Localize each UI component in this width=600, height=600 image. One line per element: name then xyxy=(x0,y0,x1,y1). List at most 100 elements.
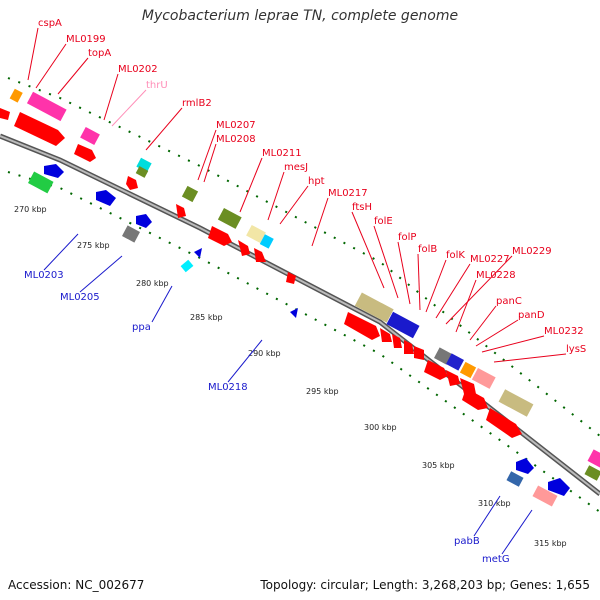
gene-block xyxy=(354,292,394,323)
label-leader-line xyxy=(203,143,217,183)
gene-label: topA xyxy=(88,48,111,59)
label-leader-line xyxy=(397,241,411,305)
gene-arrow xyxy=(424,360,448,380)
gene-arrow xyxy=(194,248,202,258)
gene-label: mesJ xyxy=(284,162,308,173)
gene-arrow xyxy=(462,388,488,410)
gene-label: ML0228 xyxy=(476,270,516,281)
tick-label: 315 kbp xyxy=(534,539,567,548)
reverse-gene-arrows xyxy=(28,164,570,507)
gene-block xyxy=(584,465,600,481)
label-leader-line xyxy=(197,129,217,181)
gene-label: ppa xyxy=(132,322,151,333)
label-leader-line xyxy=(145,107,183,151)
tick-label: 275 kbp xyxy=(77,241,110,250)
gene-arrow xyxy=(136,214,152,228)
gene-arrow xyxy=(414,346,424,360)
gene-arrow xyxy=(392,334,402,348)
gene-arrow xyxy=(548,478,570,496)
label-leader-line xyxy=(425,259,447,313)
gene-arrow xyxy=(0,108,10,120)
gene-arrow xyxy=(404,340,414,354)
label-leader-line xyxy=(151,285,173,323)
tick-label: 300 kbp xyxy=(364,423,397,432)
label-leader-line xyxy=(27,27,39,81)
gene-arrow xyxy=(344,312,380,340)
gene-block xyxy=(181,185,199,203)
gene-arrow xyxy=(460,378,476,394)
gene-block xyxy=(532,485,558,507)
gene-block xyxy=(259,234,274,249)
gene-block xyxy=(471,368,496,389)
inner-dotted-track xyxy=(7,171,600,513)
gene-label: folP xyxy=(398,232,416,243)
map-title: Mycobacterium leprae TN, complete genome xyxy=(141,8,459,24)
gene-block xyxy=(446,353,464,371)
gene-block xyxy=(80,126,100,146)
gene-label: folE xyxy=(374,216,393,227)
gene-arrow xyxy=(96,190,116,206)
gene-label: ML0208 xyxy=(216,134,256,145)
label-leader-line xyxy=(475,319,519,347)
gene-arrow xyxy=(286,272,296,284)
gene-label: ML0232 xyxy=(544,326,584,337)
genome-backbone xyxy=(0,133,600,496)
label-leader-line xyxy=(279,185,309,225)
label-leader-line xyxy=(239,157,263,213)
gene-block xyxy=(246,224,266,244)
gene-label: ftsH xyxy=(352,202,372,213)
accession-label: Accession: NC_002677 xyxy=(8,578,145,592)
label-leader-line xyxy=(501,509,533,555)
label-leader-line xyxy=(493,353,567,363)
forward-gene-arrows xyxy=(0,108,522,438)
tick-label: 270 kbp xyxy=(14,205,47,214)
gene-block xyxy=(122,225,140,243)
gene-label: panC xyxy=(496,296,522,307)
gene-arrow xyxy=(516,458,534,474)
label-leader-line xyxy=(481,335,545,353)
label-leader-line xyxy=(103,73,119,121)
gene-arrow xyxy=(14,112,65,146)
label-leader-line xyxy=(111,89,147,127)
label-leader-line xyxy=(455,279,477,333)
gene-label: pabB xyxy=(454,536,480,547)
forward-gene-blocks xyxy=(9,88,600,481)
gene-label: ML0207 xyxy=(216,120,256,131)
gene-arrow xyxy=(176,204,186,218)
forward-gene-labels: cspA ML0199 topA ML0202 thrU rmlB2 ML0207 ML020… xyxy=(27,18,586,363)
gene-arrow xyxy=(380,328,392,342)
label-leader-line xyxy=(267,171,285,221)
position-ticks: 270 kbp 275 kbp 280 kbp 285 kbp 290 kbp 295 k… xyxy=(14,205,567,548)
gene-block xyxy=(459,361,477,379)
label-leader-line xyxy=(473,495,501,537)
tick-label: 305 kbp xyxy=(422,461,455,470)
gene-block xyxy=(9,88,23,103)
label-leader-line xyxy=(43,233,79,271)
gene-arrow xyxy=(126,176,138,190)
label-leader-line xyxy=(417,253,421,311)
gene-label: ML0218 xyxy=(208,382,248,393)
gene-arrow xyxy=(238,240,250,256)
gene-block xyxy=(498,389,534,417)
gene-arrow xyxy=(254,248,266,262)
gene-label: ML0227 xyxy=(470,254,510,265)
gene-label: panD xyxy=(518,310,545,321)
tick-label: 285 kbp xyxy=(190,313,223,322)
label-leader-line xyxy=(57,57,89,95)
gene-label: ML0203 xyxy=(24,270,64,281)
gene-label: ML0211 xyxy=(262,148,302,159)
label-leader-line xyxy=(79,255,123,293)
label-leader-line xyxy=(351,211,385,289)
gene-label: cspA xyxy=(38,18,62,29)
gene-block xyxy=(506,471,524,487)
label-leader-line xyxy=(373,225,399,299)
gene-block xyxy=(28,171,54,194)
label-leader-line xyxy=(35,43,67,89)
gene-arrow xyxy=(290,308,298,318)
gene-label: ML0205 xyxy=(60,292,100,303)
gene-arrow xyxy=(208,226,232,246)
gene-label: hpt xyxy=(308,176,325,187)
gene-block xyxy=(386,311,420,339)
